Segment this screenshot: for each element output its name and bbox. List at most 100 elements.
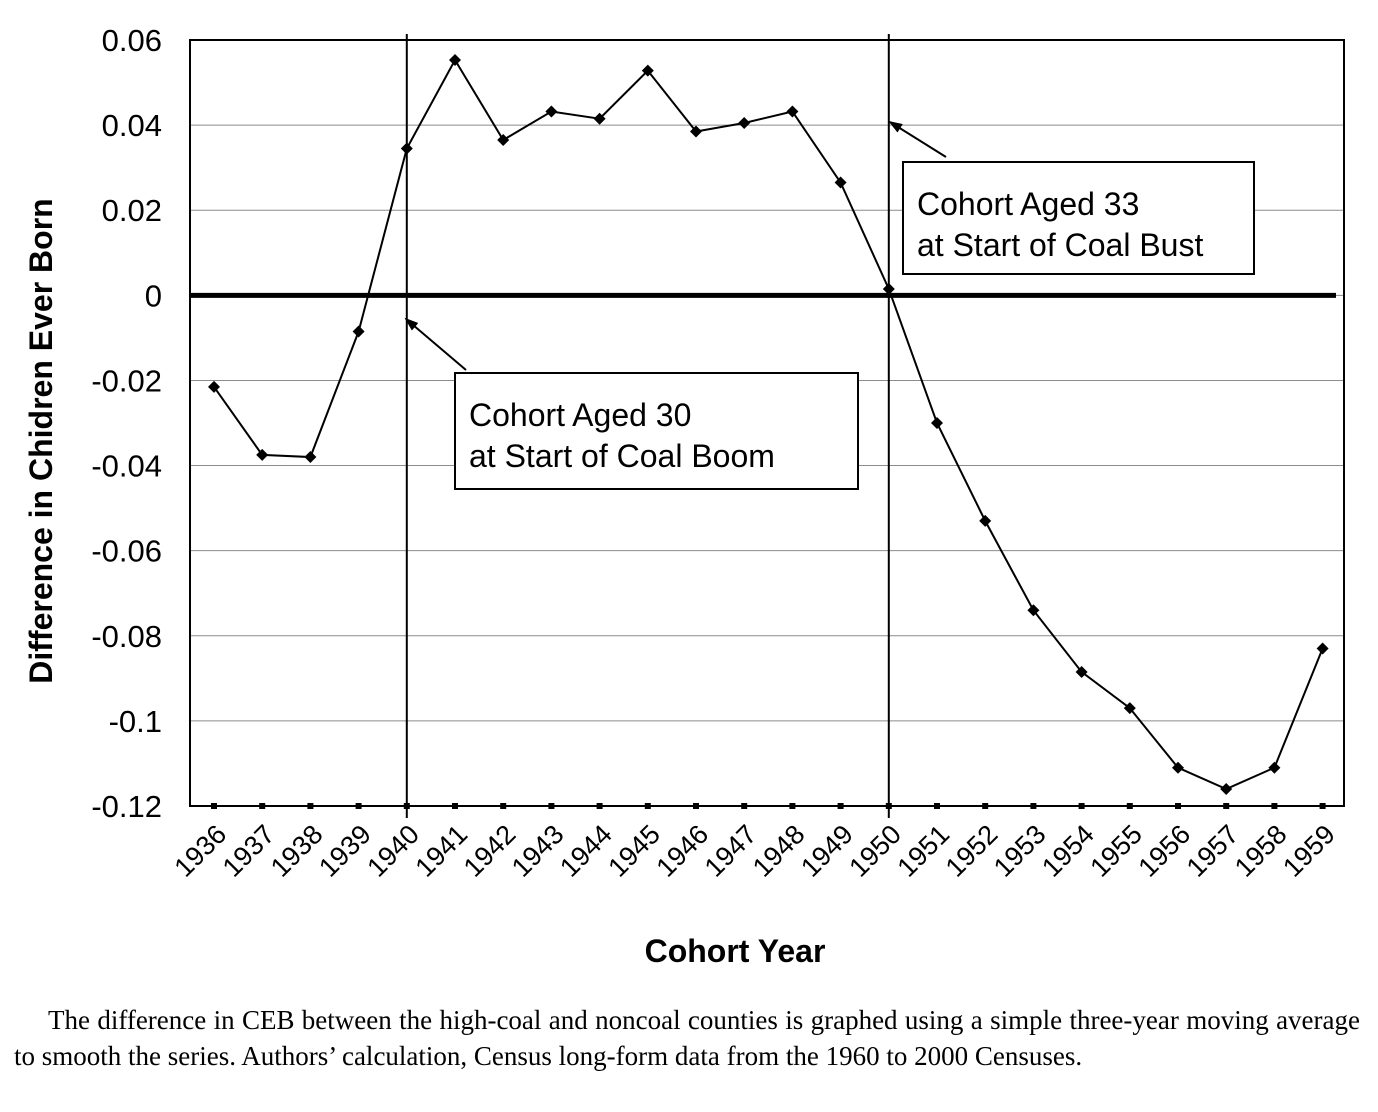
annotation-text: Cohort Aged 30 xyxy=(469,397,691,433)
y-tick-label: 0.06 xyxy=(102,23,162,58)
x-tick-label: 1958 xyxy=(1229,819,1293,883)
x-tick-label: 1956 xyxy=(1133,819,1197,883)
data-point xyxy=(256,448,269,461)
y-tick-label: -0.02 xyxy=(91,363,162,398)
y-tick-label: -0.06 xyxy=(91,534,162,569)
figure-caption: The difference in CEB between the high-c… xyxy=(14,1005,1360,1071)
data-point xyxy=(834,176,847,189)
x-tick-label: 1955 xyxy=(1084,819,1148,883)
data-point xyxy=(304,451,317,464)
x-tick-mark xyxy=(355,803,362,809)
x-tick-label: 1957 xyxy=(1181,819,1245,883)
x-tick-label: 1943 xyxy=(506,819,570,883)
series-points xyxy=(208,54,1329,795)
x-tick-mark xyxy=(548,803,555,809)
x-axis-tick-labels: 1936193719381939194019411942194319441945… xyxy=(169,819,1341,883)
x-tick-mark xyxy=(596,803,603,809)
x-tick-mark xyxy=(837,803,844,809)
x-tick-label: 1938 xyxy=(265,819,329,883)
x-tick-mark xyxy=(1319,803,1326,809)
x-tick-label: 1954 xyxy=(1036,819,1100,883)
data-point xyxy=(208,380,220,393)
x-tick-label: 1937 xyxy=(217,819,281,883)
x-tick-label: 1941 xyxy=(410,819,474,883)
x-tick-mark xyxy=(934,803,940,809)
data-point xyxy=(979,514,992,527)
y-tick-label: -0.04 xyxy=(91,449,162,484)
series-line xyxy=(213,57,1324,791)
x-tick-mark xyxy=(500,803,507,809)
annotation-box xyxy=(454,372,859,490)
data-point xyxy=(400,142,413,155)
y-axis-tick-labels: 0.06 0.04 0.02 0 -0.02 -0.04 -0.06 -0.08 -0.1 -0.… xyxy=(91,23,162,824)
data-point xyxy=(1123,702,1136,715)
x-tick-mark xyxy=(982,803,989,809)
x-tick-label: 1939 xyxy=(313,819,377,883)
x-tick-label: 1940 xyxy=(361,819,425,883)
annotation-arrow xyxy=(888,120,947,158)
x-tick-mark xyxy=(693,803,699,809)
data-point xyxy=(690,125,702,138)
x-tick-label: 1942 xyxy=(458,819,522,883)
annotation-text: at Start of Coal Boom xyxy=(469,438,775,474)
annotation-bust: Cohort Aged 33 at Start of Coal Bust xyxy=(888,120,1255,275)
y-tick-label: 0.02 xyxy=(102,193,162,228)
line-chart: 0.06 0.04 0.02 0 -0.02 -0.04 -0.06 -0.08 -0.1 -0.… xyxy=(23,23,1345,969)
x-tick-mark xyxy=(307,803,314,809)
x-tick-label: 1947 xyxy=(699,819,763,883)
y-tick-label: -0.1 xyxy=(109,704,162,739)
x-tick-mark xyxy=(644,803,651,809)
x-tick-mark xyxy=(1078,803,1085,809)
x-tick-label: 1959 xyxy=(1277,819,1341,883)
annotation-arrow xyxy=(404,317,467,371)
data-point xyxy=(882,282,895,295)
y-axis-title: Difference in Chidren Ever Born xyxy=(23,198,59,683)
x-tick-label: 1949 xyxy=(795,819,859,883)
data-point xyxy=(593,112,606,125)
y-tick-label: -0.12 xyxy=(91,789,162,824)
x-axis-title: Cohort Year xyxy=(645,933,826,969)
x-tick-mark xyxy=(1223,803,1230,809)
data-point xyxy=(738,116,751,129)
y-tick-label: 0 xyxy=(145,278,162,313)
x-tick-label: 1946 xyxy=(651,819,715,883)
x-tick-label: 1944 xyxy=(554,819,618,883)
data-point xyxy=(931,417,943,429)
x-tick-label: 1953 xyxy=(988,819,1052,883)
x-tick-mark xyxy=(1175,803,1181,809)
x-tick-mark xyxy=(789,803,796,809)
x-tick-mark xyxy=(1126,803,1133,809)
x-tick-label: 1948 xyxy=(747,819,811,883)
data-point xyxy=(1172,761,1184,774)
x-tick-mark xyxy=(741,803,748,809)
annotation-box xyxy=(902,161,1255,275)
event-vertical-lines xyxy=(405,34,890,818)
y-tick-label: -0.08 xyxy=(91,619,162,654)
data-point xyxy=(1075,665,1088,678)
data-point xyxy=(1220,782,1233,795)
data-point xyxy=(497,134,510,147)
x-tick-label: 1936 xyxy=(169,819,233,883)
x-tick-mark xyxy=(1271,803,1278,809)
x-tick-label: 1945 xyxy=(602,819,666,883)
data-point xyxy=(545,105,558,118)
x-tick-label: 1952 xyxy=(940,819,1004,883)
x-tick-label: 1950 xyxy=(843,819,907,883)
data-point xyxy=(1027,604,1040,617)
x-tick-mark xyxy=(259,803,266,809)
plot-area-frame xyxy=(189,39,1345,807)
x-tick-mark xyxy=(211,803,217,809)
data-point xyxy=(641,64,654,77)
data-point xyxy=(449,54,461,67)
annotation-text: Cohort Aged 33 xyxy=(917,186,1139,222)
data-point xyxy=(352,325,365,338)
annotation-text: at Start of Coal Bust xyxy=(917,227,1203,263)
annotation-boom: Cohort Aged 30 at Start of Coal Boom xyxy=(404,317,859,490)
x-tick-label: 1951 xyxy=(892,819,956,883)
x-tick-mark xyxy=(452,803,458,809)
data-point xyxy=(1316,642,1329,655)
x-tick-mark xyxy=(1030,803,1037,809)
data-point xyxy=(786,105,799,118)
data-point xyxy=(1268,761,1281,774)
